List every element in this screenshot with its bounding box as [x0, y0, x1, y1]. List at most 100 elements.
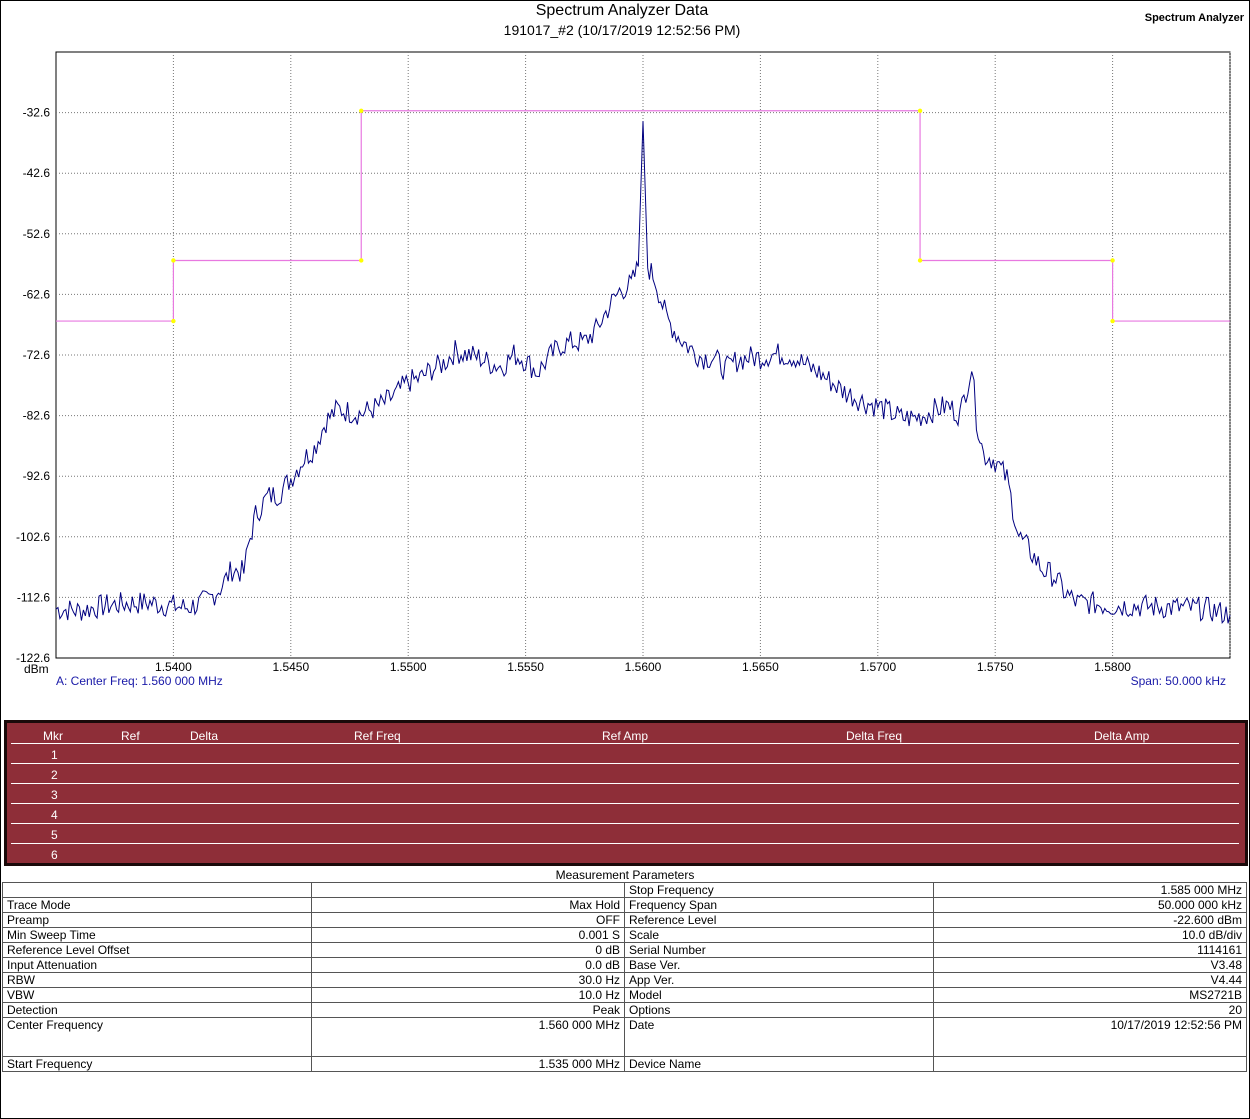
spectrum-chart: -32.6 -42.6 -52.6 -62.6 -72.6 -82.6 -92.6 -102.…	[16, 51, 1231, 674]
params-title: Measurement Parameters	[555, 868, 695, 882]
marker-row: 3	[11, 784, 1239, 804]
marker-col-mkr: Mkr	[43, 729, 63, 743]
param-label: Min Sweep Time	[2, 927, 312, 943]
param-value: 10.0 dB/div	[933, 927, 1247, 943]
param-label: Frequency Span	[624, 897, 934, 913]
y-tick-label: -92.6	[23, 469, 51, 483]
params-row: VBW 10.0 Hz Model MS2721B	[2, 987, 1247, 1003]
param-label: Scale	[624, 927, 934, 943]
marker-col-delta-freq: Delta Freq	[846, 729, 903, 743]
marker-number: 6	[51, 848, 58, 862]
param-label: Center Frequency	[2, 1017, 312, 1057]
param-label: Device Name	[624, 1056, 934, 1072]
params-table: Stop Frequency 1.585 000 MHz Trace Mode Max…	[2, 882, 1247, 1072]
params-row: Center Frequency 1.560 000 MHz Date 10/17/2…	[2, 1017, 1247, 1057]
param-value: Max Hold	[311, 897, 625, 913]
param-value: 0 dB	[311, 942, 625, 958]
param-label: Reference Level	[624, 912, 934, 928]
marker-table: Mkr Ref Delta Ref Freq Ref Amp Delta Fre…	[4, 720, 1248, 866]
params-row: Reference Level Offset 0 dB Serial Number 1…	[2, 942, 1247, 958]
param-value: 20	[933, 1002, 1247, 1018]
param-label: Base Ver.	[624, 957, 934, 973]
limit-vertex	[171, 318, 176, 324]
marker-row: 4	[11, 804, 1239, 824]
y-tick-label: -72.6	[23, 348, 51, 362]
params-row: RBW 30.0 Hz App Ver. V4.44	[2, 972, 1247, 988]
marker-col-delta-amp: Delta Amp	[1094, 729, 1150, 743]
marker-number: 1	[51, 748, 58, 762]
param-label: Preamp	[2, 912, 312, 928]
y-tick-label: -52.6	[23, 227, 51, 241]
marker-col-ref-freq: Ref Freq	[354, 729, 401, 743]
params-row: Preamp OFF Reference Level -22.600 dBm	[2, 912, 1247, 928]
param-label: Trace Mode	[2, 897, 312, 913]
y-tick-label: -62.6	[23, 287, 51, 301]
report-subtitle: 191017_#2 (10/17/2019 12:52:56 PM)	[503, 22, 741, 38]
params-row: Input Attenuation 0.0 dB Base Ver. V3.48	[2, 957, 1247, 973]
marker-col-ref: Ref	[121, 729, 140, 743]
marker-row: 5	[11, 824, 1239, 844]
y-tick-label: -122.6	[16, 651, 50, 665]
param-value: 0.0 dB	[311, 957, 625, 973]
limit-vertex	[1110, 258, 1115, 263]
param-label: RBW	[2, 972, 312, 988]
x-tick-label: 1.5750	[977, 660, 1014, 674]
limit-vertex	[1110, 318, 1115, 324]
x-tick-label: 1.5650	[742, 660, 779, 674]
x-tick-label: 1.5500	[390, 660, 427, 674]
param-value: Peak	[311, 1002, 625, 1018]
param-value: 1.560 000 MHz	[311, 1017, 625, 1057]
param-label	[2, 882, 312, 898]
y-tick-label: -102.6	[16, 530, 50, 544]
x-tick-label: 1.5800	[1094, 660, 1131, 674]
y-tick-label: -32.6	[23, 106, 51, 120]
param-value: 10.0 Hz	[311, 987, 625, 1003]
spectrum-trace	[55, 121, 1231, 624]
param-label: Reference Level Offset	[2, 942, 312, 958]
marker-number: 3	[51, 788, 58, 802]
param-label: Start Frequency	[2, 1056, 312, 1072]
marker-row: 1	[11, 744, 1239, 764]
param-label: VBW	[2, 987, 312, 1003]
y-tick-label: -82.6	[23, 409, 51, 423]
x-tick-label: 1.5700	[859, 660, 896, 674]
param-value: 10/17/2019 12:52:56 PM	[933, 1017, 1247, 1057]
params-row: Detection Peak Options 20	[2, 1002, 1247, 1018]
param-value: -22.600 dBm	[933, 912, 1247, 928]
params-row: Start Frequency 1.535 000 MHz Device Name	[2, 1056, 1247, 1072]
param-value: 1.535 000 MHz	[311, 1056, 625, 1072]
marker-number: 2	[51, 768, 58, 782]
param-value: 1.585 000 MHz	[933, 882, 1247, 898]
limit-vertex	[359, 258, 364, 263]
param-value: 0.001 S	[311, 927, 625, 943]
x-tick-label: 1.5400	[155, 660, 192, 674]
param-label: Serial Number	[624, 942, 934, 958]
limit-vertex	[917, 258, 923, 263]
x-tick-label: 1.5600	[625, 660, 662, 674]
param-value: 30.0 Hz	[311, 972, 625, 988]
params-row: Stop Frequency 1.585 000 MHz	[2, 882, 1247, 898]
marker-number: 5	[51, 828, 58, 842]
param-label: Options	[624, 1002, 934, 1018]
param-value: MS2721B	[933, 987, 1247, 1003]
report-title: Spectrum Analyzer Data	[535, 2, 709, 19]
param-label: Date	[624, 1017, 934, 1057]
limit-vertex	[359, 108, 364, 113]
limit-vertex	[917, 108, 923, 113]
center-freq-label: A: Center Freq: 1.560 000 MHz	[56, 674, 223, 688]
param-value: 50.000 000 kHz	[933, 897, 1247, 913]
params-row: Min Sweep Time 0.001 S Scale 10.0 dB/div	[2, 927, 1247, 943]
param-label: Input Attenuation	[2, 957, 312, 973]
param-value	[311, 882, 625, 898]
marker-number: 4	[51, 808, 58, 822]
marker-col-ref-amp: Ref Amp	[602, 729, 649, 743]
limit-line	[56, 110, 1230, 322]
params-row: Trace Mode Max Hold Frequency Span 50.000 0…	[2, 897, 1247, 913]
y-unit-label: dBm	[24, 662, 49, 676]
span-label: Span: 50.000 kHz	[1130, 674, 1226, 688]
marker-row: 6	[11, 844, 1239, 863]
y-tick-label: -112.6	[17, 590, 50, 604]
marker-row: 2	[11, 764, 1239, 784]
x-tick-label: 1.5550	[507, 660, 544, 674]
param-label: Stop Frequency	[624, 882, 934, 898]
